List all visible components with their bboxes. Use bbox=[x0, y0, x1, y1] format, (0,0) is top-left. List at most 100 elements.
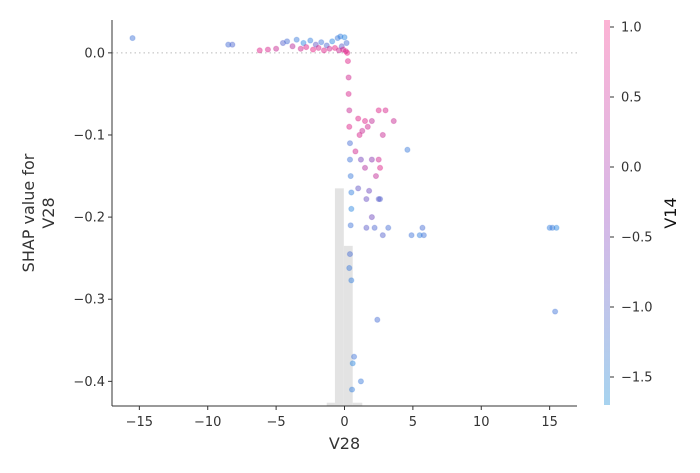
scatter-point bbox=[344, 57, 352, 65]
colorbar-tick-label: 0.5 bbox=[621, 91, 642, 106]
scatter-point bbox=[334, 34, 341, 42]
scatter-point bbox=[342, 48, 349, 55]
scatter-point bbox=[352, 148, 359, 155]
scatter-point bbox=[256, 47, 263, 54]
scatter-point bbox=[361, 117, 369, 125]
scatter-point bbox=[348, 189, 355, 196]
scatter-point bbox=[347, 222, 354, 229]
colorbar-tick-label: −1.0 bbox=[621, 301, 653, 316]
scatter-point bbox=[309, 46, 317, 53]
scatter-point bbox=[346, 250, 354, 258]
scatter-point bbox=[382, 107, 389, 114]
scatter-point bbox=[341, 34, 348, 41]
y-tick-label: 0.0 bbox=[84, 46, 105, 61]
scatter-point bbox=[225, 41, 232, 48]
scatter-point bbox=[552, 308, 559, 315]
scatter-point bbox=[338, 43, 345, 50]
scatter-point bbox=[372, 172, 380, 180]
scatter-point bbox=[553, 224, 560, 231]
scatter-point bbox=[344, 49, 351, 56]
scatter-point bbox=[346, 107, 353, 114]
scatter-point bbox=[357, 378, 365, 385]
y-tick-label: −0.1 bbox=[73, 128, 105, 143]
scatter-point bbox=[329, 38, 336, 45]
scatter-point bbox=[549, 224, 556, 231]
scatter-point bbox=[273, 45, 280, 52]
colorbar-gradient bbox=[604, 20, 610, 405]
scatter-point bbox=[348, 205, 355, 212]
scatter-point bbox=[375, 195, 382, 203]
scatter-point bbox=[364, 123, 371, 130]
colorbar-tick-label: 0.0 bbox=[621, 161, 642, 176]
scatter-point bbox=[361, 164, 369, 171]
scatter-point bbox=[323, 42, 330, 49]
x-tick-label: 0 bbox=[340, 415, 348, 430]
scatter-point bbox=[420, 232, 427, 239]
scatter-point bbox=[348, 386, 356, 393]
scatter-point bbox=[318, 39, 325, 46]
colorbar-label: V14 bbox=[661, 197, 680, 228]
scatter-point bbox=[307, 37, 314, 44]
scatter-point bbox=[320, 47, 328, 54]
scatter-point bbox=[376, 195, 384, 203]
scatter-point bbox=[337, 33, 344, 40]
x-axis-label: V28 bbox=[329, 434, 360, 453]
scatter-point bbox=[385, 224, 392, 231]
scatter-point bbox=[347, 172, 354, 180]
colorbar: 1.0 0.5 0.0 −0.5 −1.0 −1.5 V14 bbox=[604, 20, 680, 405]
scatter-point bbox=[229, 41, 236, 48]
scatter-point bbox=[375, 107, 382, 114]
scatter-point bbox=[293, 36, 300, 43]
scatter-point bbox=[297, 45, 304, 52]
x-axis-ticks: −15 −10 −5 0 5 10 15 bbox=[126, 406, 558, 430]
scatter-point bbox=[346, 123, 353, 130]
scatter-point bbox=[289, 43, 296, 50]
colorbar-ticks: 1.0 0.5 0.0 −0.5 −1.0 −1.5 bbox=[610, 21, 653, 386]
y-axis-label-line-1: SHAP value for bbox=[19, 153, 38, 272]
scatter-point bbox=[379, 131, 386, 139]
colorbar-tick-label: −1.5 bbox=[621, 371, 653, 386]
colorbar-tick-label: −0.5 bbox=[621, 231, 653, 246]
scatter-point bbox=[331, 44, 339, 52]
histogram bbox=[326, 188, 363, 406]
histogram-bar bbox=[343, 245, 353, 406]
scatter-point bbox=[283, 38, 291, 45]
scatter-point bbox=[346, 264, 353, 272]
y-tick-label: −0.4 bbox=[73, 375, 105, 390]
scatter-point bbox=[374, 316, 381, 323]
x-tick-label: 10 bbox=[473, 415, 490, 430]
scatter-point bbox=[346, 156, 354, 163]
histogram-bar bbox=[334, 188, 344, 406]
scatter-point bbox=[356, 131, 363, 139]
scatter-point bbox=[355, 115, 362, 122]
scatter-point bbox=[343, 39, 350, 47]
scatter-point bbox=[312, 41, 319, 48]
scatter-point bbox=[416, 232, 423, 239]
scatter-point bbox=[368, 117, 375, 125]
x-tick-label: −10 bbox=[194, 415, 221, 430]
scatter-point bbox=[326, 45, 333, 52]
scatter-point bbox=[408, 232, 415, 239]
x-tick-label: −5 bbox=[267, 415, 286, 430]
scatter-point bbox=[368, 156, 375, 163]
scatter-point bbox=[350, 353, 358, 360]
scatter-point bbox=[404, 146, 411, 153]
scatter-point bbox=[315, 44, 322, 52]
scatter-point bbox=[349, 360, 356, 367]
x-tick-label: 15 bbox=[541, 415, 558, 430]
scatter-point bbox=[371, 224, 378, 231]
scatter-points bbox=[129, 33, 560, 393]
scatter-point bbox=[264, 46, 272, 53]
colorbar-tick-label: 1.0 bbox=[621, 21, 642, 36]
x-tick-label: −15 bbox=[126, 415, 153, 430]
scatter-point bbox=[419, 224, 426, 231]
x-tick-label: 5 bbox=[409, 415, 417, 430]
scatter-point bbox=[345, 90, 352, 98]
scatter-point bbox=[348, 277, 355, 284]
y-axis-label-line-2: V28 bbox=[39, 197, 58, 228]
scatter-point bbox=[546, 224, 553, 231]
scatter-point bbox=[375, 156, 382, 163]
scatter-point bbox=[368, 214, 375, 221]
y-tick-label: −0.2 bbox=[73, 211, 105, 226]
colorbar-label-text: V14 bbox=[661, 197, 680, 228]
